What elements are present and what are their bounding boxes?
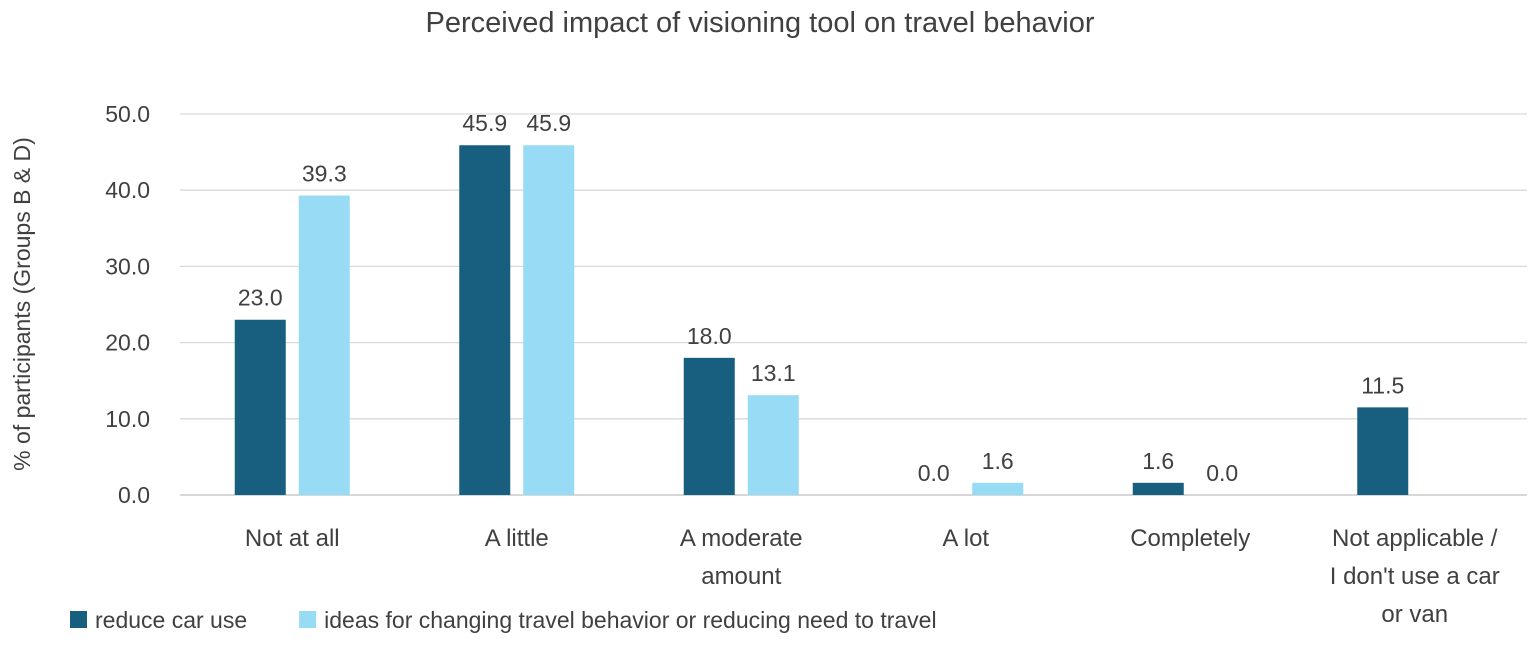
y-tick-label: 20.0 xyxy=(105,330,150,356)
bar-value-label: 11.5 xyxy=(1361,372,1404,398)
bar xyxy=(523,145,575,495)
bar-value-label: 45.9 xyxy=(526,110,571,136)
legend-swatch xyxy=(299,611,317,628)
y-tick-label: 0.0 xyxy=(118,482,150,508)
x-tick-label: A lot xyxy=(942,525,989,552)
y-tick-label: 50.0 xyxy=(105,101,150,127)
data-labels: 23.0 39.3 45.9 45.9 18.0 13.1 0.0 1.6 1.6 0.0 11.5 xyxy=(238,110,1404,486)
bar xyxy=(459,145,511,495)
bar xyxy=(972,482,1024,495)
y-axis-ticks: 0.0 10.0 20.0 30.0 40.0 50.0 xyxy=(105,101,150,508)
x-tick-label: Not applicable / I don't use a car or van xyxy=(1330,525,1500,628)
bar-value-label: 1.6 xyxy=(1142,448,1174,474)
legend: reduce car use ideas for changing travel … xyxy=(70,607,937,633)
legend-swatch xyxy=(70,611,87,628)
y-tick-label: 40.0 xyxy=(105,177,150,203)
bar-value-label: 39.3 xyxy=(302,161,347,187)
bar-value-label: 1.6 xyxy=(982,448,1014,474)
y-tick-label: 10.0 xyxy=(105,406,150,432)
x-tick-label: Completely xyxy=(1130,525,1250,552)
x-tick-label: A moderate amount xyxy=(680,525,803,590)
x-axis-ticks: Not at all A little A moderate amount A lot C… xyxy=(245,525,1500,628)
bar-value-label: 45.9 xyxy=(462,110,507,136)
bar xyxy=(683,357,735,495)
bar xyxy=(747,395,799,495)
x-tick-label: A little xyxy=(485,525,549,552)
bar-value-label: 23.0 xyxy=(238,285,283,311)
bars xyxy=(234,145,1409,495)
x-tick-label: Not at all xyxy=(245,525,340,552)
bar-value-label: 0.0 xyxy=(918,460,950,486)
legend-label: reduce car use xyxy=(95,607,247,633)
bar-value-label: 18.0 xyxy=(687,323,732,349)
y-tick-label: 30.0 xyxy=(105,253,150,279)
bar xyxy=(234,319,286,495)
legend-label: ideas for changing travel behavior or re… xyxy=(324,607,936,633)
y-axis-label: % of participants (Groups B & D) xyxy=(9,137,35,471)
bar xyxy=(298,195,350,495)
chart-title: Perceived impact of visioning tool on tr… xyxy=(426,7,1095,39)
gridlines xyxy=(180,113,1527,496)
bar xyxy=(1357,407,1409,495)
bar-value-label: 13.1 xyxy=(751,360,796,386)
bar xyxy=(1132,482,1184,495)
bar-value-label: 0.0 xyxy=(1206,460,1238,486)
